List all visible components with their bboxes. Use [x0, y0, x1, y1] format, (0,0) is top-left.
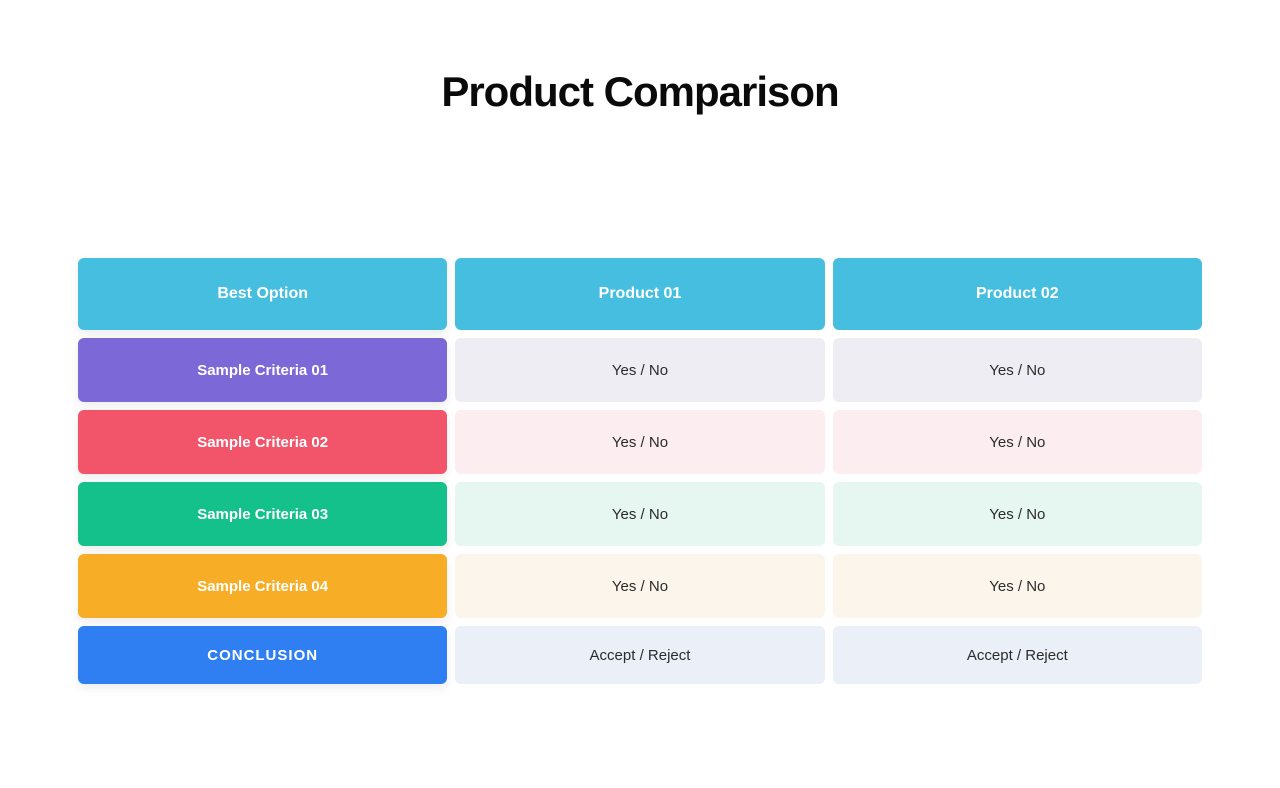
criteria-value: Yes / No [455, 482, 824, 546]
conclusion-value: Accept / Reject [455, 626, 824, 684]
page-root: Product Comparison Best Option Product 0… [0, 68, 1280, 788]
table-row: Sample Criteria 01 Yes / No Yes / No [78, 338, 1202, 402]
criteria-label: Sample Criteria 03 [78, 482, 447, 546]
conclusion-label: CONCLUSION [78, 626, 447, 684]
criteria-value: Yes / No [455, 410, 824, 474]
header-col-1: Product 01 [455, 258, 824, 330]
table-row: Sample Criteria 03 Yes / No Yes / No [78, 482, 1202, 546]
conclusion-row: CONCLUSION Accept / Reject Accept / Reje… [78, 626, 1202, 684]
page-title: Product Comparison [0, 68, 1280, 116]
criteria-label: Sample Criteria 01 [78, 338, 447, 402]
conclusion-value: Accept / Reject [833, 626, 1202, 684]
criteria-label: Sample Criteria 04 [78, 554, 447, 618]
table-header-row: Best Option Product 01 Product 02 [78, 258, 1202, 330]
criteria-label: Sample Criteria 02 [78, 410, 447, 474]
criteria-value: Yes / No [833, 482, 1202, 546]
table-row: Sample Criteria 04 Yes / No Yes / No [78, 554, 1202, 618]
header-col-0: Best Option [78, 258, 447, 330]
criteria-value: Yes / No [455, 338, 824, 402]
criteria-value: Yes / No [833, 410, 1202, 474]
criteria-value: Yes / No [833, 338, 1202, 402]
comparison-table: Best Option Product 01 Product 02 Sample… [78, 258, 1202, 692]
criteria-value: Yes / No [833, 554, 1202, 618]
header-col-2: Product 02 [833, 258, 1202, 330]
table-row: Sample Criteria 02 Yes / No Yes / No [78, 410, 1202, 474]
criteria-value: Yes / No [455, 554, 824, 618]
